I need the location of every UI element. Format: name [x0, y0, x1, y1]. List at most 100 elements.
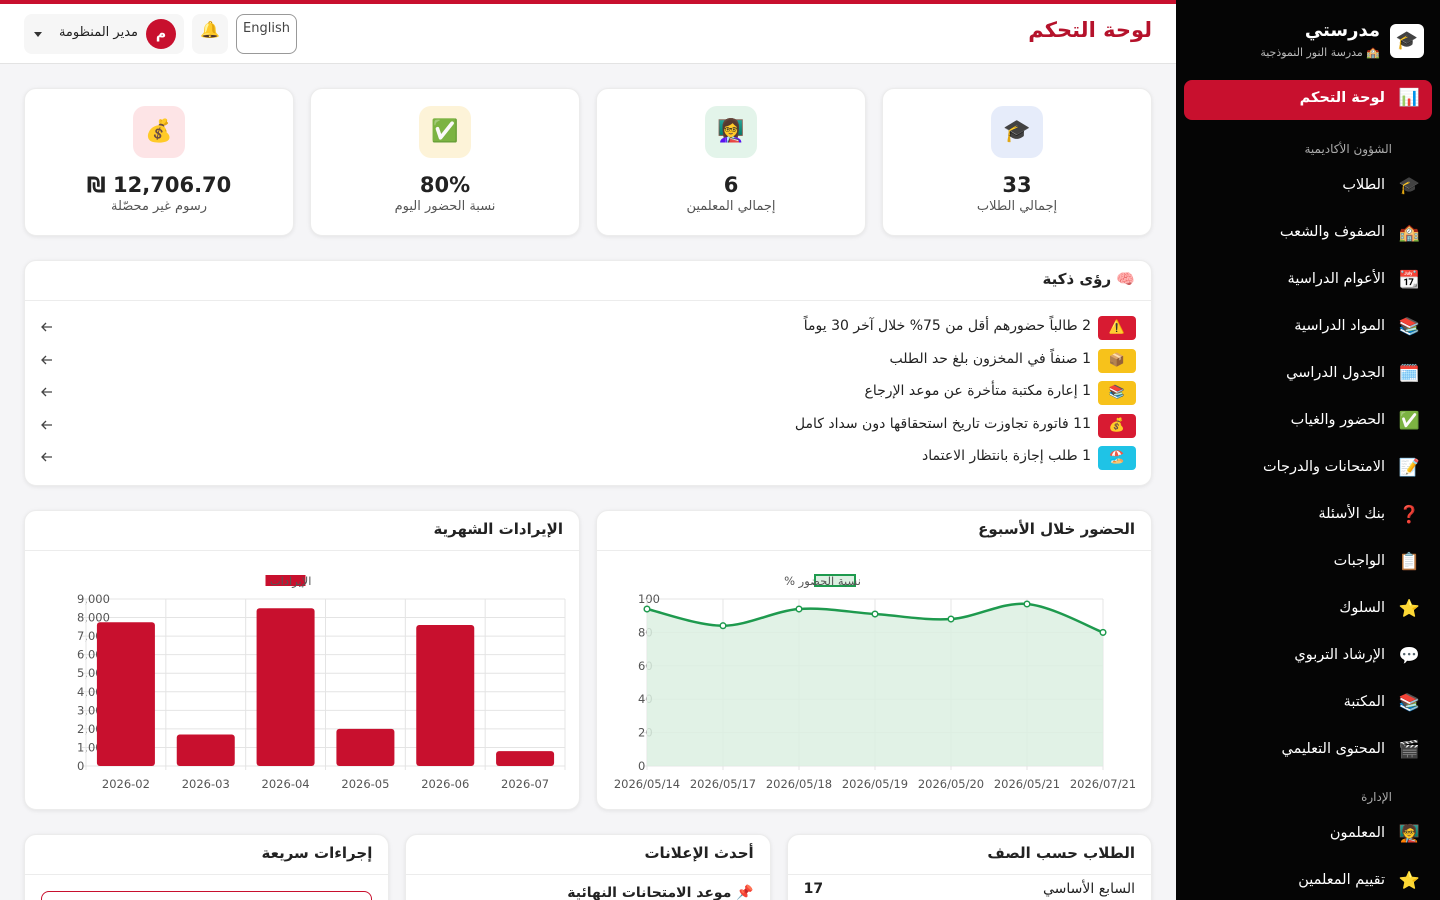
point — [1023, 600, 1031, 608]
insight-icon: ⚠️ — [1098, 316, 1136, 340]
nav-item[interactable]: 📋 الواجبات — [1184, 540, 1432, 587]
arrow-shape — [41, 355, 52, 364]
insight-text: 1 إعارة مكتبة متأخرة عن موعد الإرجاع — [864, 383, 1091, 399]
stat-card: 👩‍🏫 6 إجمالي المعلمين — [596, 88, 866, 236]
x-tick-label: 2026/05/18 — [766, 777, 832, 791]
notifications[interactable]: 🔔 — [192, 14, 228, 54]
chart-card: الحضور خلال الأسبوع 0 20 40 60 80 100 2026/05/1… — [596, 510, 1152, 810]
point — [871, 610, 879, 618]
class-rows: السابع الأساسي 17 — [788, 875, 1151, 900]
panel-title: أحدث الإعلانات — [406, 835, 770, 875]
arrow-shape — [41, 322, 52, 332]
nav-item[interactable]: 🎓 الطلاب — [1184, 164, 1432, 211]
nav-icon: 📊 — [1398, 88, 1420, 108]
stat-icon: 💰 — [133, 106, 185, 158]
nav-item[interactable]: ⭐ السلوك — [1184, 587, 1432, 634]
nav-item[interactable]: 📆 الأعوام الدراسية — [1184, 258, 1432, 305]
nav-icon: 🏫 — [1398, 223, 1420, 243]
stat-label: إجمالي الطلاب — [976, 199, 1058, 214]
legend-swatch — [814, 574, 856, 587]
nav-item-active[interactable]: 📊 لوحة التحكم — [1184, 80, 1432, 120]
nav-icon: 📝 — [1398, 458, 1420, 478]
nav-icon: 📋 — [1398, 552, 1420, 572]
stat-label: إجمالي المعلمين — [686, 199, 776, 214]
stat-label: نسبة الحضور اليوم — [394, 199, 496, 214]
nav-item[interactable]: 📚 المكتبة — [1184, 681, 1432, 728]
insights-list: ⚠️ 2 طالباً حضورهم أقل من 75% خلال آخر 30… — [25, 301, 1151, 475]
insight-icon: 🏖️ — [1098, 446, 1136, 470]
nav-label: الأعوام الدراسية — [1287, 271, 1385, 287]
nav-icon: 🎓 — [1398, 176, 1420, 196]
area — [647, 603, 1103, 766]
announcements: أحدث الإعلانات 📌 موعد الامتحانات النهائي… — [405, 834, 771, 900]
chart-card: الإيرادات الشهرية 0 1,000 2,000 3,000 4,000 5,… — [24, 510, 580, 810]
nav-icon: 📆 — [1398, 270, 1420, 290]
logo: 🎓 — [1390, 24, 1424, 58]
insight-item[interactable]: 🏖️ 1 طلب إجازة بانتظار الاعتماد — [25, 442, 1151, 475]
insight-text: 11 فاتورة تجاوزت تاريخ استحقاقها دون سدا… — [794, 415, 1091, 432]
nav-label: الإرشاد التربوي — [1294, 647, 1385, 663]
y-tick-label: 0 — [77, 759, 84, 773]
legend-label: نسبة الحضور % — [784, 574, 861, 589]
nav-label: المواد الدراسية — [1294, 318, 1385, 334]
nav-item[interactable]: ✅ الحضور والغياب — [1184, 399, 1432, 446]
nav-label: الواجبات — [1333, 553, 1385, 569]
nav-label: المحتوى التعليمي — [1281, 741, 1385, 757]
nav-item[interactable]: 📝 الامتحانات والدرجات — [1184, 446, 1432, 493]
main: لوحة التحكم English 🔔 م مدير المنظومة 🎓 3… — [0, 0, 1176, 900]
nav-label: السلوك — [1339, 600, 1385, 616]
arrow-icon — [41, 387, 52, 397]
stat-card: ✅ 80% نسبة الحضور اليوم — [310, 88, 580, 236]
nav-label: الطلاب — [1342, 177, 1385, 193]
nav-icon: 🗓️ — [1398, 364, 1420, 384]
insight-item[interactable]: 💰 11 فاتورة تجاوزت تاريخ استحقاقها دون سد… — [25, 410, 1151, 443]
user-menu[interactable]: م مدير المنظومة — [24, 14, 184, 54]
bar — [496, 751, 555, 766]
x-tick-label: 2026-05 — [341, 777, 389, 791]
stat-icon: 👩‍🏫 — [705, 106, 757, 158]
quick-actions: إجراءات سريعة — [24, 834, 390, 900]
point — [947, 615, 955, 623]
class-count: 17 — [803, 881, 824, 897]
insight-icon: 💰 — [1098, 413, 1136, 438]
insight-item[interactable]: ⚠️ 2 طالباً حضورهم أقل من 75% خلال آخر 30… — [25, 312, 1151, 345]
nav-item[interactable]: 🎬 المحتوى التعليمي — [1184, 728, 1432, 775]
stat-card: 💰 12,706.70 ₪ رسوم غير محصّلة — [24, 88, 294, 236]
announcement-list: 📌 موعد الامتحانات النهائية — [406, 875, 769, 900]
language-button[interactable]: English — [236, 14, 297, 54]
point — [719, 622, 727, 630]
insight-item[interactable]: 📦 1 صنفاً في المخزون بلغ حد الطلب — [25, 345, 1151, 378]
nav-item[interactable]: 🗓️ الجدول الدراسي — [1184, 352, 1432, 399]
nav-section-title: الشؤون الأكاديمية — [1304, 142, 1392, 156]
nav-item[interactable]: 📚 المواد الدراسية — [1184, 305, 1432, 352]
y-tick-label: 0 — [638, 759, 645, 773]
stat-label: رسوم غير محصّلة — [111, 199, 207, 214]
nav-item[interactable]: 💬 الإرشاد التربوي — [1184, 634, 1432, 681]
arrow-shape — [41, 387, 52, 397]
insight-item[interactable]: 📚 1 إعارة مكتبة متأخرة عن موعد الإرجاع — [25, 377, 1151, 410]
nav-icon: ❓ — [1398, 505, 1420, 525]
nav-item[interactable]: 🧑‍🏫 المعلمون — [1184, 812, 1432, 859]
nav-item[interactable]: 🏫 الصفوف والشعب — [1184, 211, 1432, 258]
nav-label: لوحة التحكم — [1299, 90, 1385, 106]
quick-action-button[interactable] — [41, 891, 373, 900]
announcement[interactable]: 📌 موعد الامتحانات النهائية — [567, 885, 754, 900]
chart-title: الإيرادات الشهرية — [25, 511, 579, 551]
arrow-icon — [41, 322, 52, 332]
stat-card: 🎓 33 إجمالي الطلاب — [882, 88, 1152, 236]
x-tick-label: 2026-02 — [102, 777, 150, 791]
caret — [34, 32, 42, 41]
panels: الطلاب حسب الصف السابع الأساسي 17 أحدث ال… — [24, 834, 1152, 900]
nav-label: الصفوف والشعب — [1279, 224, 1385, 240]
school-name: 🏫 مدرسة النور النموذجية — [1260, 46, 1380, 59]
class-name: السابع الأساسي — [1043, 881, 1135, 897]
nav-item[interactable]: ⭐ تقييم المعلمين — [1184, 859, 1432, 900]
nav-icon: 📚 — [1398, 693, 1420, 713]
panel-title: إجراءات سريعة — [25, 835, 389, 875]
insight-icon: 📦 — [1098, 348, 1136, 373]
nav-item[interactable]: ❓ بنك الأسئلة — [1184, 493, 1432, 540]
insight-text: 2 طالباً حضورهم أقل من 75% خلال آخر 30 ي… — [803, 318, 1091, 334]
y-tick-label: 100 — [638, 592, 660, 606]
arrow-icon — [41, 452, 52, 462]
